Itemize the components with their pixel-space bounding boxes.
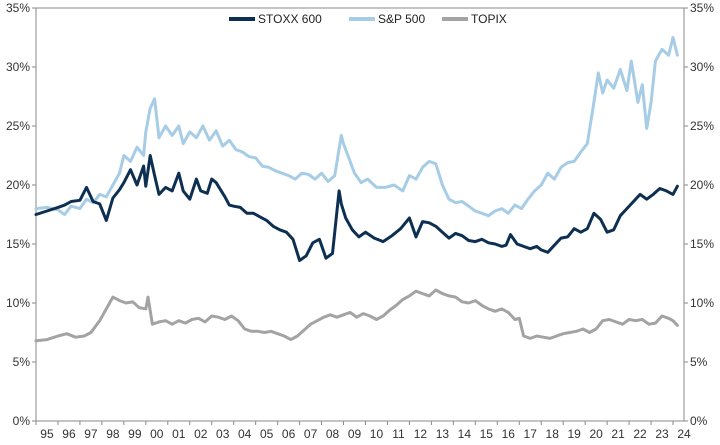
- x-tick-label: 24: [677, 427, 691, 441]
- x-tick-label: 05: [260, 427, 274, 441]
- x-tick-label: 07: [304, 427, 318, 441]
- x-tick-label: 95: [40, 427, 54, 441]
- x-tick-label: 03: [216, 427, 230, 441]
- x-tick-label: 06: [282, 427, 296, 441]
- x-tick-label: 09: [348, 427, 362, 441]
- legend: STOXX 600 S&P 500 TOPIX: [229, 12, 507, 26]
- x-tick-label: 01: [172, 427, 186, 441]
- x-tick-label: 12: [414, 427, 428, 441]
- plot-area: [35, 7, 685, 422]
- left-y-tick-label: 35%: [6, 1, 30, 15]
- x-tick-label: 16: [502, 427, 516, 441]
- x-tick-label: 22: [633, 427, 647, 441]
- x-tick-label: 17: [524, 427, 538, 441]
- x-tick-label: 97: [84, 427, 98, 441]
- series-line-stoxx-600: [34, 154, 679, 262]
- x-tick-label: 18: [546, 427, 560, 441]
- left-y-tick-label: 10%: [6, 296, 30, 310]
- left-y-tick-label: 20%: [6, 178, 30, 192]
- series-line-s-p-500: [34, 36, 679, 218]
- x-tick-label: 23: [655, 427, 669, 441]
- x-tick-label: 11: [392, 427, 405, 441]
- right-y-tick-label: 5%: [690, 355, 708, 369]
- legend-label-s-p-500: S&P 500: [378, 12, 425, 26]
- x-tick-label: 14: [458, 427, 472, 441]
- legend-label-topix: TOPIX: [471, 12, 507, 26]
- legend-label-stoxx-600: STOXX 600: [258, 12, 322, 26]
- x-tick-label: 00: [150, 427, 164, 441]
- x-tick-label: 13: [436, 427, 450, 441]
- series-line-topix: [34, 288, 679, 343]
- left-y-axis: 0% 5% 10% 15% 20% 25% 30% 35%: [6, 1, 36, 428]
- x-tick-label: 10: [370, 427, 384, 441]
- x-tick-label: 96: [62, 427, 76, 441]
- left-y-tick-label: 5%: [13, 355, 31, 369]
- x-tick-label: 19: [567, 427, 581, 441]
- x-tick-label: 08: [326, 427, 340, 441]
- x-tick-label: 21: [611, 427, 625, 441]
- x-axis: 95 96 97 98 99 00 01 02 03 04 05 06 07 08 09 10 11 12 13 14…: [35, 421, 691, 441]
- right-y-axis: 0% 5% 10% 15% 20% 25% 30% 35%: [684, 1, 714, 428]
- x-tick-label: 04: [238, 427, 252, 441]
- right-y-tick-label: 30%: [690, 60, 714, 74]
- right-y-tick-label: 35%: [690, 1, 714, 15]
- x-tick-label: 99: [128, 427, 142, 441]
- left-y-tick-label: 15%: [6, 237, 30, 251]
- x-tick-label: 20: [589, 427, 603, 441]
- left-y-tick-label: 30%: [6, 60, 30, 74]
- right-y-tick-label: 10%: [690, 296, 714, 310]
- x-tick-label: 98: [106, 427, 120, 441]
- right-y-tick-label: 0%: [690, 414, 708, 428]
- right-y-tick-label: 25%: [690, 119, 714, 133]
- left-y-tick-label: 0%: [13, 414, 31, 428]
- right-y-tick-label: 20%: [690, 178, 714, 192]
- x-tick-label: 02: [194, 427, 208, 441]
- right-y-tick-label: 15%: [690, 237, 714, 251]
- series-layer: [34, 36, 679, 343]
- x-tick-label: 15: [480, 427, 494, 441]
- left-y-tick-label: 25%: [6, 119, 30, 133]
- plot-border: [35, 7, 685, 422]
